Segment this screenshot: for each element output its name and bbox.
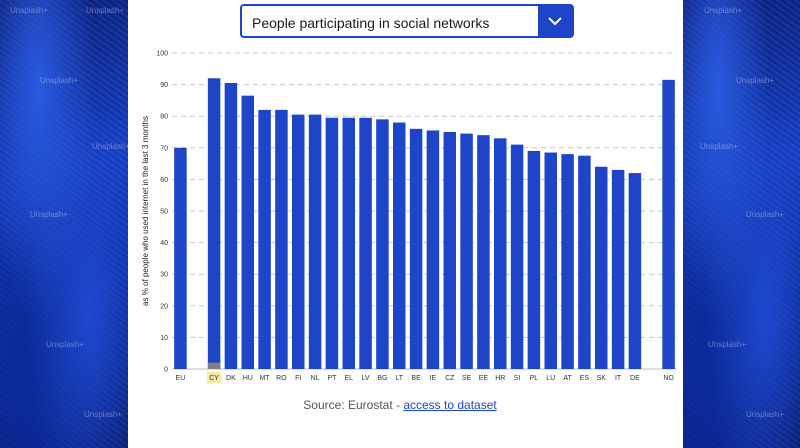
x-tick-label: HR: [495, 375, 505, 382]
watermark: Unsplash+: [746, 410, 785, 419]
x-tick-label: PL: [530, 375, 539, 382]
y-tick-label: 90: [160, 82, 168, 89]
bar: [561, 154, 574, 369]
x-tick-label: BG: [377, 375, 387, 382]
watermark: Unsplash+: [46, 340, 85, 349]
bar: [174, 147, 187, 369]
x-tick-label: SI: [514, 375, 521, 382]
watermark: Unsplash+: [700, 142, 739, 151]
y-tick-label: 30: [160, 272, 168, 279]
background-right: [683, 0, 800, 448]
x-tick-label: IE: [430, 375, 437, 382]
watermark: Unsplash+: [704, 6, 743, 15]
x-tick-label: DK: [226, 375, 236, 382]
bar: [275, 109, 288, 369]
bar-highlight-segment: [207, 362, 221, 369]
watermark: Unsplash+: [40, 76, 79, 85]
bar: [258, 109, 271, 369]
x-tick-label: EL: [344, 375, 353, 382]
background-left: [0, 0, 128, 448]
bar: [595, 166, 608, 369]
y-tick-label: 40: [160, 240, 168, 247]
bar: [359, 117, 372, 369]
y-tick-label: 50: [160, 209, 168, 216]
watermark: Unsplash+: [736, 76, 775, 85]
chevron-down-icon: [548, 17, 562, 26]
bar: [510, 144, 524, 369]
x-tick-label: NO: [663, 375, 674, 382]
bar: [409, 128, 423, 369]
bar: [628, 173, 642, 369]
x-tick-label: EU: [176, 375, 186, 382]
dropdown-toggle-button[interactable]: [538, 6, 572, 36]
x-tick-label: FI: [295, 375, 301, 382]
x-tick-label: ES: [580, 375, 590, 382]
indicator-select-value: People participating in social networks: [252, 15, 490, 31]
x-tick-label: BE: [411, 375, 421, 382]
bar: [527, 150, 541, 369]
x-tick-label: CZ: [445, 375, 455, 382]
watermark: Unsplash+: [746, 210, 785, 219]
bar: [292, 114, 305, 370]
y-tick-label: 80: [160, 114, 168, 121]
watermark: Unsplash+: [30, 210, 69, 219]
bar: [443, 132, 456, 369]
y-tick-label: 0: [164, 367, 168, 374]
dataset-link[interactable]: access to dataset: [403, 398, 497, 412]
watermark: Unsplash+: [10, 6, 49, 15]
y-tick-label: 10: [160, 335, 168, 342]
y-axis-label: as % of people who used internet in the …: [141, 116, 150, 306]
x-tick-label: DE: [630, 375, 640, 382]
x-tick-label: LV: [362, 375, 370, 382]
x-tick-label: PT: [327, 375, 337, 382]
bar: [342, 117, 355, 369]
x-tick-label: RO: [276, 375, 287, 382]
y-tick-label: 60: [160, 177, 168, 184]
source-line: Source: Eurostat - access to dataset: [0, 398, 800, 412]
x-tick-label: LU: [546, 375, 555, 382]
x-tick-label: EE: [479, 375, 489, 382]
y-tick-label: 100: [156, 51, 168, 58]
bar: [494, 138, 507, 369]
watermark: Unsplash+: [708, 340, 747, 349]
highlight-label-bg: [207, 372, 222, 383]
x-tick-label: CY: [209, 375, 219, 382]
x-tick-label: SK: [597, 375, 607, 382]
x-tick-label: HU: [243, 375, 253, 382]
bar: [308, 114, 322, 370]
bar: [207, 78, 221, 369]
bar: [477, 135, 490, 369]
watermark: Unsplash+: [84, 410, 123, 419]
source-text: Source: Eurostat -: [303, 398, 404, 412]
bar: [544, 152, 557, 369]
x-tick-label: SE: [462, 375, 472, 382]
bar: [460, 133, 473, 369]
x-tick-label: NL: [311, 375, 320, 382]
bar: [325, 117, 339, 369]
bar: [224, 83, 238, 370]
x-tick-label: MT: [260, 375, 271, 382]
bar: [662, 79, 675, 370]
bar: [241, 95, 254, 369]
bar: [611, 169, 625, 369]
y-tick-label: 70: [160, 145, 168, 152]
y-tick-label: 20: [160, 303, 168, 310]
x-tick-label: LT: [395, 375, 403, 382]
bar: [376, 119, 389, 369]
bar: [578, 155, 591, 369]
x-tick-label: AT: [563, 375, 572, 382]
indicator-select[interactable]: People participating in social networks: [240, 4, 574, 38]
watermark: Unsplash+: [86, 6, 125, 15]
bar: [426, 130, 440, 369]
watermark: Unsplash+: [92, 142, 131, 151]
x-tick-label: IT: [615, 375, 622, 382]
bar: [393, 122, 406, 370]
